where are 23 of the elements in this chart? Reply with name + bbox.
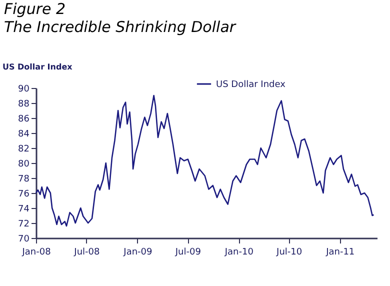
chart-title: Figure 2 xyxy=(4,0,66,18)
y-tick-label: 80 xyxy=(18,160,30,170)
chart-subtitle: The Incredible Shrinking Dollar xyxy=(4,18,236,36)
legend-label: US Dollar Index xyxy=(216,80,286,90)
y-tick-label: 90 xyxy=(18,84,30,94)
x-tick-label: Jul-10 xyxy=(276,248,302,258)
y-tick-label: 74 xyxy=(18,204,30,214)
y-tick-label: 70 xyxy=(18,234,30,244)
x-tick-label: Jan-11 xyxy=(325,248,355,258)
x-tick-label: Jan-08 xyxy=(21,248,52,258)
y-tick-label: 78 xyxy=(18,174,30,184)
y-tick-label: 72 xyxy=(18,220,30,230)
line-series xyxy=(35,94,374,227)
x-tick-label: Jan-09 xyxy=(122,248,153,258)
x-tick-label: Jul-08 xyxy=(73,248,100,258)
y-tick-label: 88 xyxy=(18,100,30,110)
y-tick-label: 76 xyxy=(18,190,30,200)
y-tick-label: 82 xyxy=(18,144,30,154)
y-tick-label: 86 xyxy=(18,114,30,124)
y-axis-title: US Dollar Index xyxy=(2,62,74,72)
y-tick-label: 84 xyxy=(18,130,30,140)
x-tick-label: Jul-09 xyxy=(174,248,202,258)
x-tick-label: Jan-10 xyxy=(224,248,254,258)
